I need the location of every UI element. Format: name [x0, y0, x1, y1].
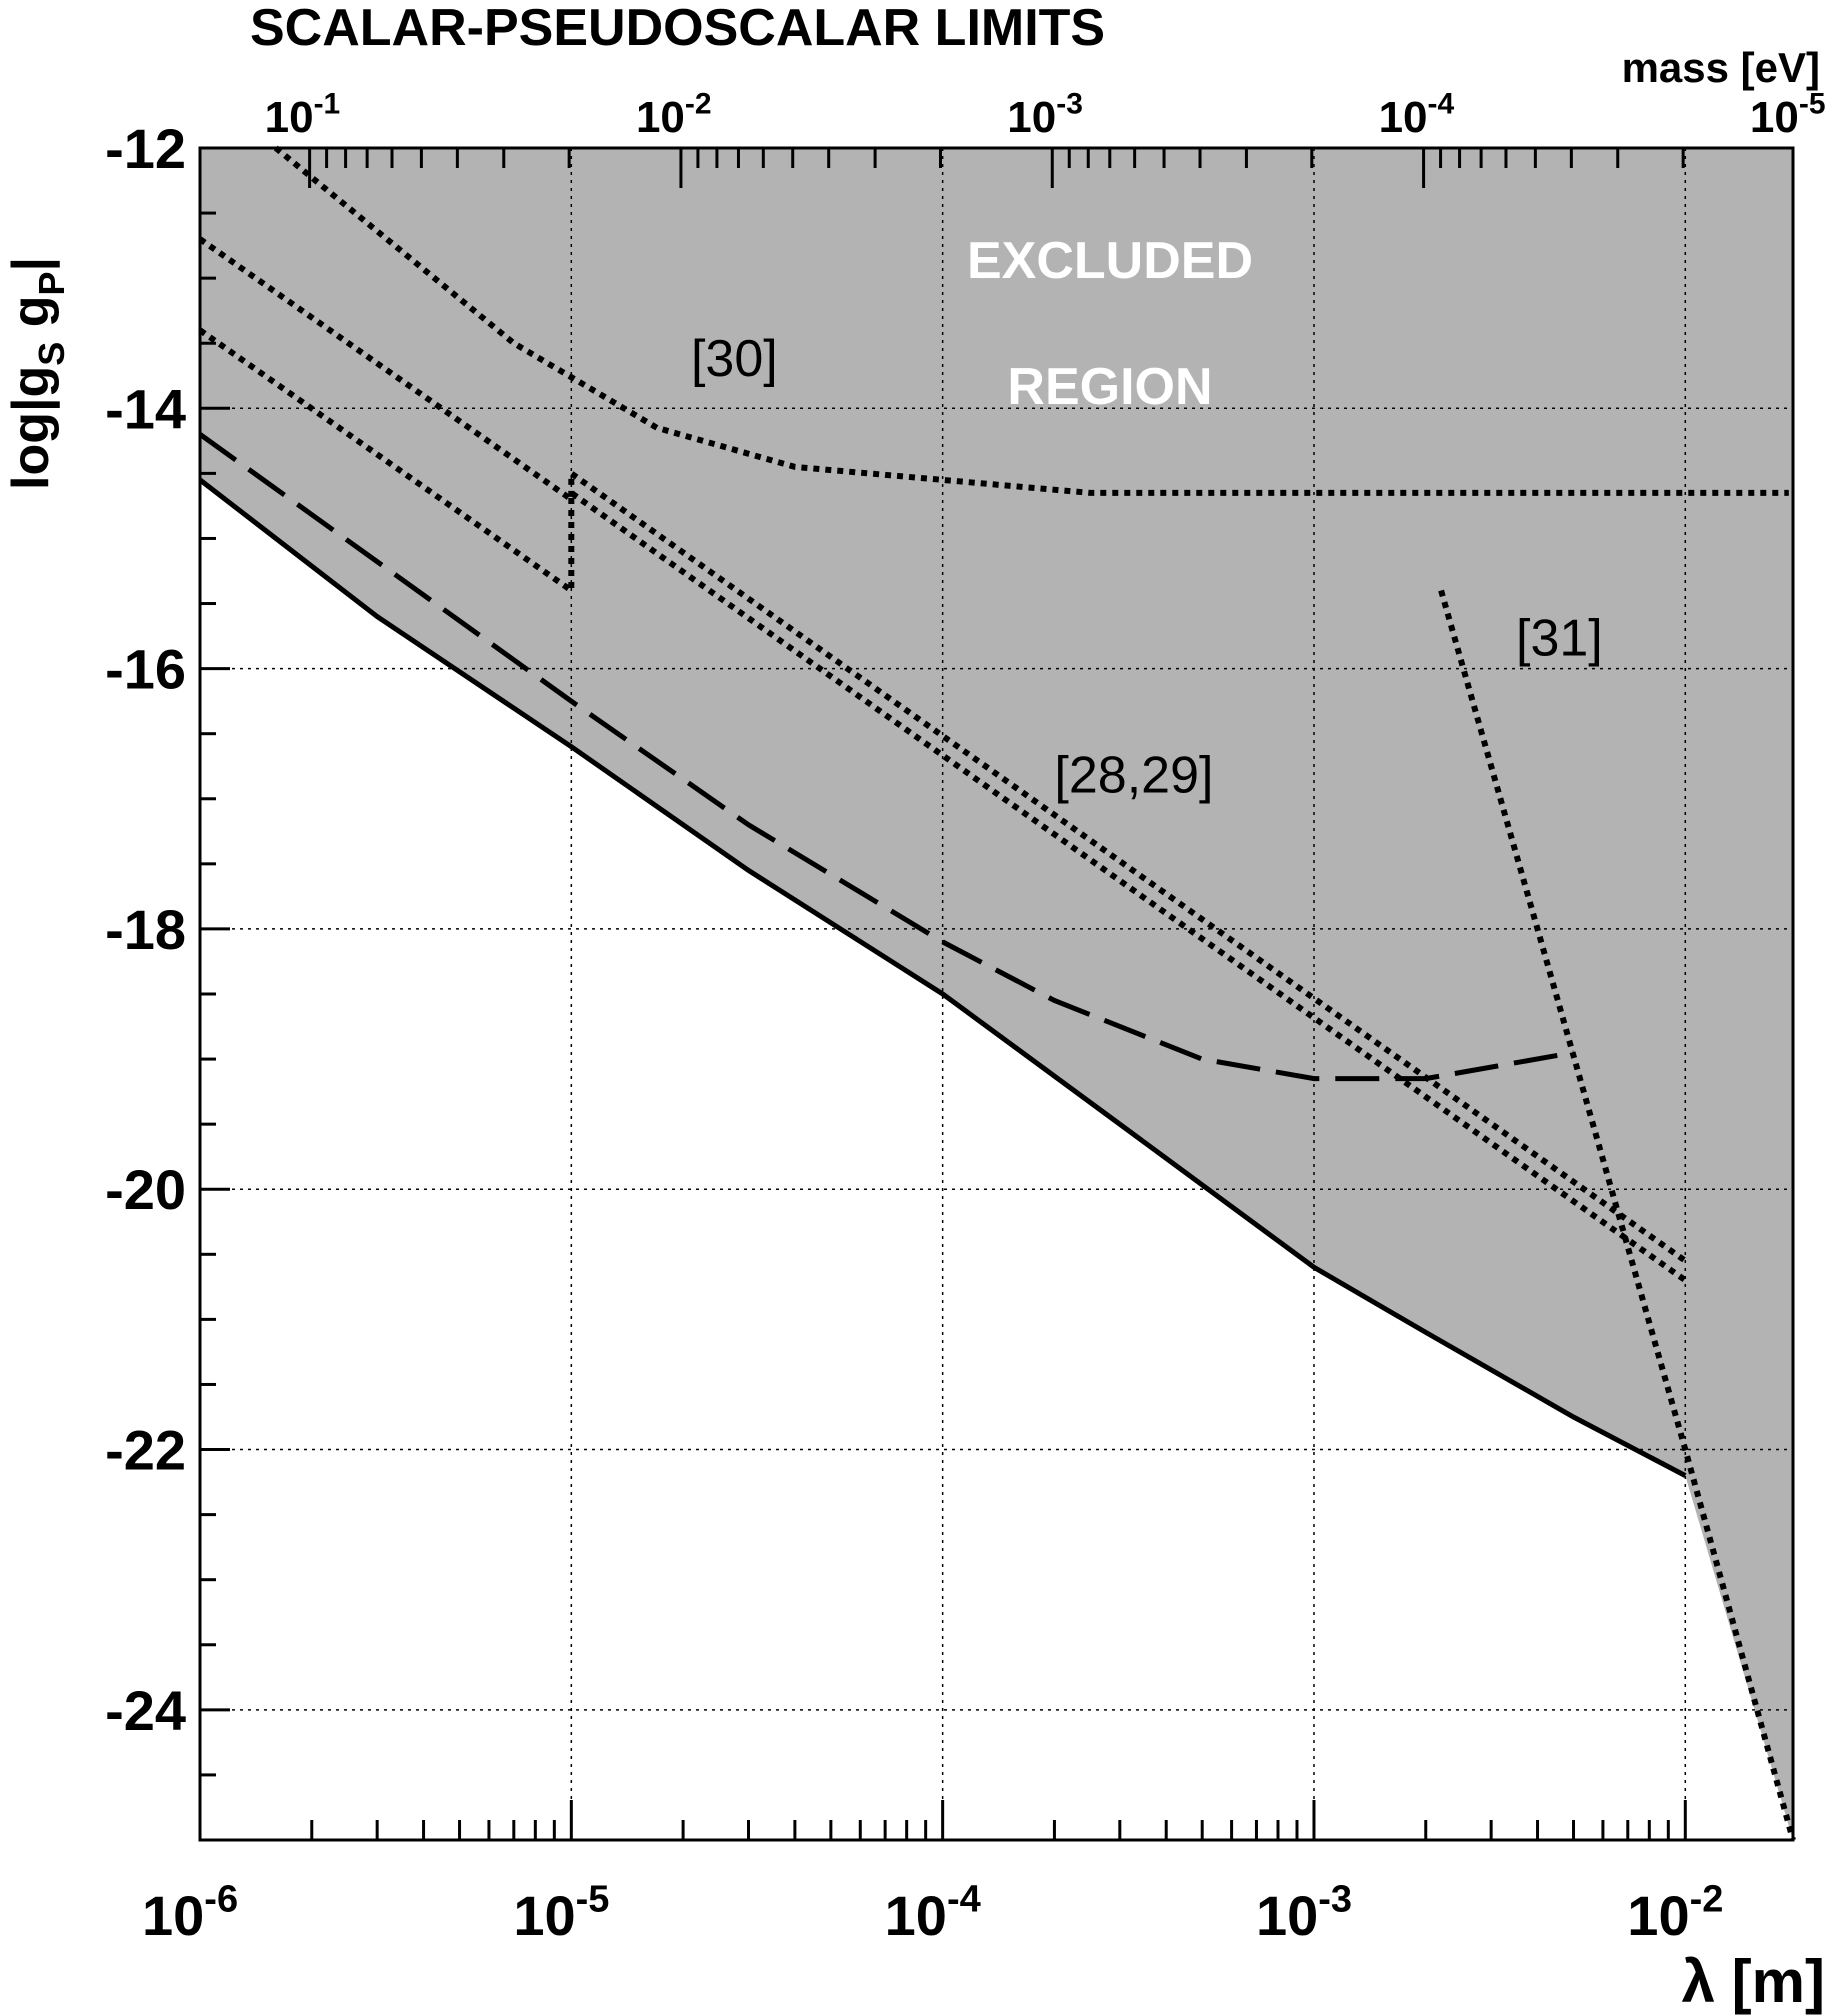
x-tick-label: 10-6: [142, 1878, 238, 1947]
tick-labels: 10-6 10-5 10-4 10-3 10-2 10-1 10-2 10-3 10-4 10-5…: [105, 88, 1825, 1947]
x-tick-label: 10-3: [1256, 1878, 1352, 1947]
x-tick-label: 10-5: [513, 1878, 609, 1947]
top-tick-label: 10-4: [1379, 88, 1455, 142]
y-tick-label: -16: [105, 638, 186, 701]
top-axis-label: mass [eV]: [1622, 44, 1820, 91]
annotation-label: [28,29]: [1054, 746, 1213, 804]
x-tick-label: 10-4: [885, 1878, 981, 1947]
series-line-solid-0: [198, 477, 1687, 1478]
x-axis-label: λ [m]: [1682, 1948, 1825, 2015]
annotation-label: [30]: [691, 330, 778, 388]
annotation-label: [31]: [1516, 610, 1603, 668]
y-tick-label: -18: [105, 898, 186, 961]
series-line-dotted-5: [1438, 589, 1796, 1841]
excluded-region-area: [200, 148, 1793, 1840]
annotations: [30] [28,29] [31]: [691, 330, 1603, 804]
excluded-region: [200, 148, 1793, 1840]
y-tick-label: -24: [105, 1679, 186, 1742]
y-axis-label: log|gS gP|: [2, 257, 72, 490]
top-tick-label: 10-5: [1750, 88, 1826, 142]
x-tick-label: 10-2: [1627, 1878, 1723, 1947]
top-tick-label: 10-3: [1007, 88, 1083, 142]
y-tick-label: -12: [105, 117, 186, 180]
grid: [200, 148, 1793, 1840]
top-tick-label: 10-1: [265, 88, 341, 142]
series-line-dotted-2: [273, 145, 1789, 496]
chart-title: SCALAR-PSEUDOSCALAR LIMITS: [250, 0, 1105, 57]
plot-frame: [198, 146, 1795, 1842]
excluded-label-line1: EXCLUDED: [967, 232, 1253, 290]
y-tick-label: -20: [105, 1158, 186, 1221]
excluded-label-line2: REGION: [1007, 358, 1212, 416]
y-tick-label: -22: [105, 1419, 186, 1482]
tick-marks: [198, 146, 1687, 1842]
y-tick-label: -14: [105, 377, 186, 440]
series-layer: [198, 145, 1796, 1841]
series-line-dashed-1: [198, 432, 1574, 1082]
top-tick-label: 10-2: [636, 88, 712, 142]
